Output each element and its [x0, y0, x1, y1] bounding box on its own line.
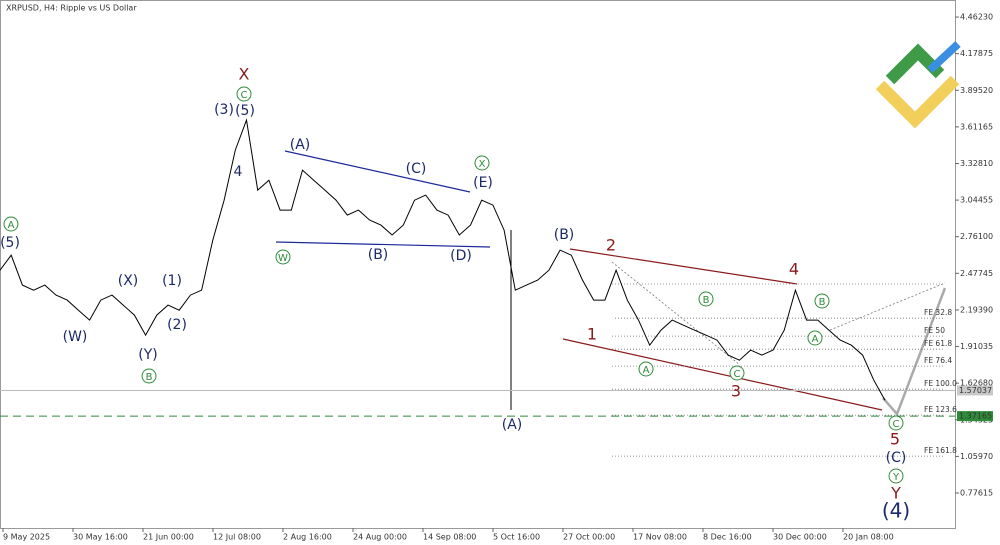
wave-circle: [141, 368, 157, 384]
channels: [275, 150, 947, 417]
wave-label: (B): [554, 227, 575, 243]
wave-label: B: [146, 372, 153, 383]
wave-circle: [275, 249, 291, 265]
x-tick-label: 17 Nov 08:00: [633, 533, 687, 542]
wave-label: 2: [606, 236, 616, 255]
wave-label: C: [734, 369, 741, 380]
fib-label: FE 76.4: [924, 356, 952, 365]
fib-label: FE 123.6: [924, 405, 957, 414]
fib-label: FE 100.0: [924, 379, 957, 388]
wave-label: B: [819, 297, 826, 308]
x-tick-label: 21 Jun 00:00: [143, 533, 194, 542]
y-tick-label: 2.47745: [960, 269, 993, 278]
wave-label: (1): [162, 273, 182, 289]
y-tick-label: 1.62680: [960, 379, 993, 388]
y-tick-label: 3.89520: [960, 86, 993, 95]
wave-label: (A): [290, 137, 311, 153]
wave-label: 4: [789, 260, 799, 279]
wave-label: Y: [890, 484, 901, 503]
y-tick-label: 3.32810: [960, 159, 993, 168]
wave-label: (4): [882, 499, 910, 523]
wave-circle: [888, 468, 904, 484]
x-tick-label: 14 Sep 08:00: [423, 533, 476, 542]
wave-circle: [474, 155, 490, 171]
wave-circle: [888, 415, 904, 431]
wave-label: 3: [731, 382, 741, 401]
y-tick-label: 4.46230: [960, 13, 993, 22]
wave-label: W: [278, 253, 288, 264]
wave-circle: [814, 293, 830, 309]
wave-label: 1: [587, 325, 597, 344]
wave-circle: [236, 86, 252, 102]
wave-label: (5): [0, 235, 20, 251]
wave-label: A: [643, 365, 650, 376]
wave-label: 5: [890, 430, 900, 449]
wave-label: X: [239, 65, 250, 84]
wave-label: C: [241, 90, 248, 101]
fib-label: FE 32.8: [924, 308, 952, 317]
x-tick-label: 12 Jul 08:00: [213, 533, 261, 542]
wave-label: A: [812, 334, 819, 345]
fib-label: FE 50: [924, 326, 945, 335]
wave-circle: [807, 330, 823, 346]
y-tick-label: 2.19390: [960, 305, 993, 314]
y-tick-label: 1.91035: [960, 342, 993, 351]
wave-label: 4: [234, 164, 243, 180]
wave-label: B: [703, 295, 710, 306]
current-price-label: 1.57037: [959, 386, 992, 395]
wave-label: (C): [406, 161, 427, 177]
wave-circle: [638, 361, 654, 377]
y-tick-label: 4.17875: [960, 49, 993, 58]
wave-label: (W): [63, 329, 88, 345]
x-tick-label: 9 May 2025: [3, 533, 50, 542]
wave-label: (2): [167, 317, 187, 333]
x-tick-label: 30 May 16:00: [73, 533, 128, 542]
wave-label: Y: [892, 472, 900, 483]
x-tick-label: 8 Dec 16:00: [703, 533, 752, 542]
wave-label: A: [8, 220, 15, 231]
wave-circle: [698, 291, 714, 307]
wave-circle: [729, 365, 745, 381]
wave-label: (D): [450, 248, 472, 264]
wave-label: (B): [368, 247, 389, 263]
x-tick-label: 27 Oct 00:00: [563, 533, 615, 542]
wave-label: (5): [235, 103, 255, 119]
wave-label: (3): [214, 102, 234, 118]
wave-label: (X): [118, 273, 139, 289]
y-tick-label: 1.05970: [960, 452, 993, 461]
x-tick-label: 2 Aug 16:00: [283, 533, 332, 542]
wave-label: (C): [886, 450, 907, 466]
plot-frame: [0, 0, 956, 529]
target-label: 1.37165: [959, 412, 992, 421]
fib-label: FE 61.8: [924, 339, 952, 348]
target-box: [957, 411, 993, 422]
wave-circle: [3, 216, 19, 232]
y-tick-label: 2.76100: [960, 232, 993, 241]
price-line: [0, 118, 886, 401]
wave-label: (A): [502, 417, 523, 433]
current-price-box: [957, 385, 993, 396]
fib-label: FE 161.8: [924, 446, 957, 455]
x-tick-label: 5 Oct 16:00: [493, 533, 540, 542]
x-tick-label: 30 Dec 00:00: [773, 533, 827, 542]
x-tick-label: 20 Jan 08:00: [843, 533, 894, 542]
x-tick-label: 24 Aug 00:00: [353, 533, 407, 542]
chart-title: XRPUSD, H4: Ripple vs US Dollar: [6, 4, 137, 13]
wave-label: X: [479, 159, 486, 170]
y-tick-label: 3.61165: [960, 122, 993, 131]
y-tick-label: 0.77615: [960, 489, 993, 498]
wave-label: (Y): [138, 347, 157, 363]
logo: [875, 41, 961, 129]
wave-label: (E): [473, 175, 493, 191]
wave-label: C: [893, 419, 900, 430]
y-tick-label: 3.04455: [960, 196, 993, 205]
